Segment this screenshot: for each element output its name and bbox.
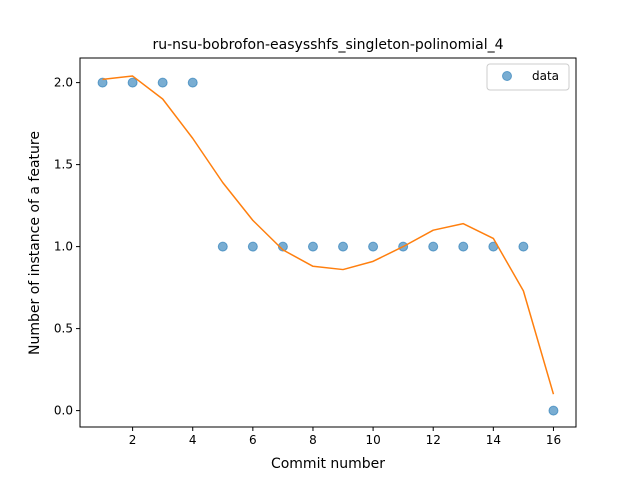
data-point (218, 242, 227, 251)
data-point (188, 78, 197, 87)
y-tick-label: 1.5 (54, 158, 73, 172)
data-point (549, 406, 558, 415)
data-point (248, 242, 257, 251)
x-tick-label: 4 (189, 433, 197, 447)
x-tick-label: 6 (249, 433, 257, 447)
data-point (369, 242, 378, 251)
data-point (339, 242, 348, 251)
data-point (308, 242, 317, 251)
legend: data (487, 64, 569, 90)
data-point (519, 242, 528, 251)
chart-title: ru-nsu-bobrofon-easysshfs_singleton-poli… (153, 37, 504, 53)
y-tick-label: 0.0 (54, 404, 73, 418)
legend-label-data: data (532, 69, 559, 83)
y-tick-label: 0.5 (54, 322, 73, 336)
x-tick-label: 10 (365, 433, 380, 447)
x-tick-label: 14 (486, 433, 501, 447)
x-tick-label: 16 (546, 433, 561, 447)
y-tick-label: 2.0 (54, 76, 73, 90)
legend-marker-data (503, 72, 512, 81)
x-tick-label: 2 (129, 433, 137, 447)
data-point (459, 242, 468, 251)
data-point (128, 78, 137, 87)
y-tick-label: 1.0 (54, 240, 73, 254)
data-point (158, 78, 167, 87)
x-tick-label: 8 (309, 433, 317, 447)
x-tick-label: 12 (426, 433, 441, 447)
x-axis-label: Commit number (271, 456, 385, 472)
y-axis-label: Number of instance of a feature (27, 131, 43, 355)
data-point (429, 242, 438, 251)
